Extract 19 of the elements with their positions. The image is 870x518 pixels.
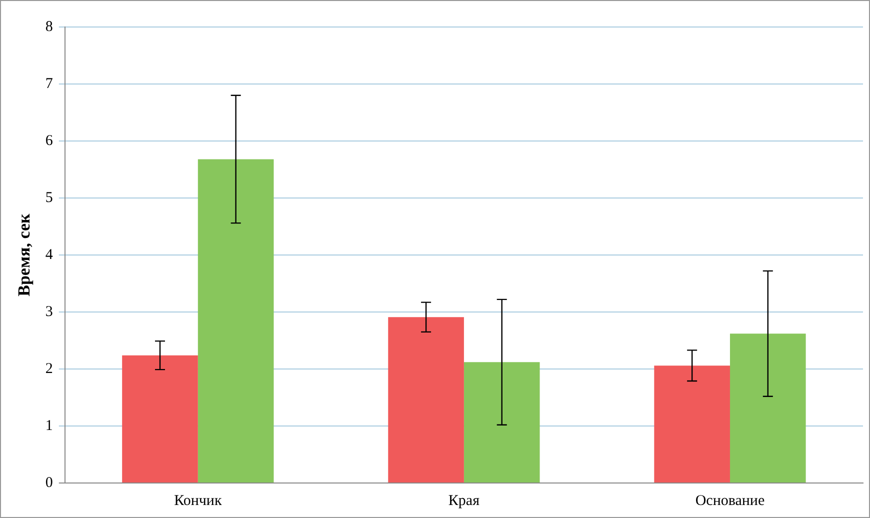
bar	[122, 355, 198, 482]
y-tick-label: 2	[45, 360, 53, 377]
y-tick-label: 6	[45, 132, 54, 149]
bar	[388, 317, 464, 482]
x-tick-label: Кончик	[174, 492, 222, 509]
y-tick-label: 5	[45, 190, 53, 206]
bar	[464, 362, 540, 482]
y-tick-label: 3	[45, 304, 53, 320]
bar	[730, 334, 806, 482]
bar	[198, 159, 274, 482]
y-tick-label: 8	[45, 18, 53, 35]
bar	[654, 366, 730, 482]
y-tick-label: 7	[45, 76, 54, 92]
y-axis-title: Время, сек	[14, 213, 34, 296]
y-tick-label: 1	[45, 418, 53, 434]
y-tick-label: 4	[45, 246, 54, 263]
x-tick-label: Основание	[695, 492, 765, 509]
y-tick-label: 0	[45, 474, 53, 491]
x-tick-label: Края	[448, 492, 480, 509]
